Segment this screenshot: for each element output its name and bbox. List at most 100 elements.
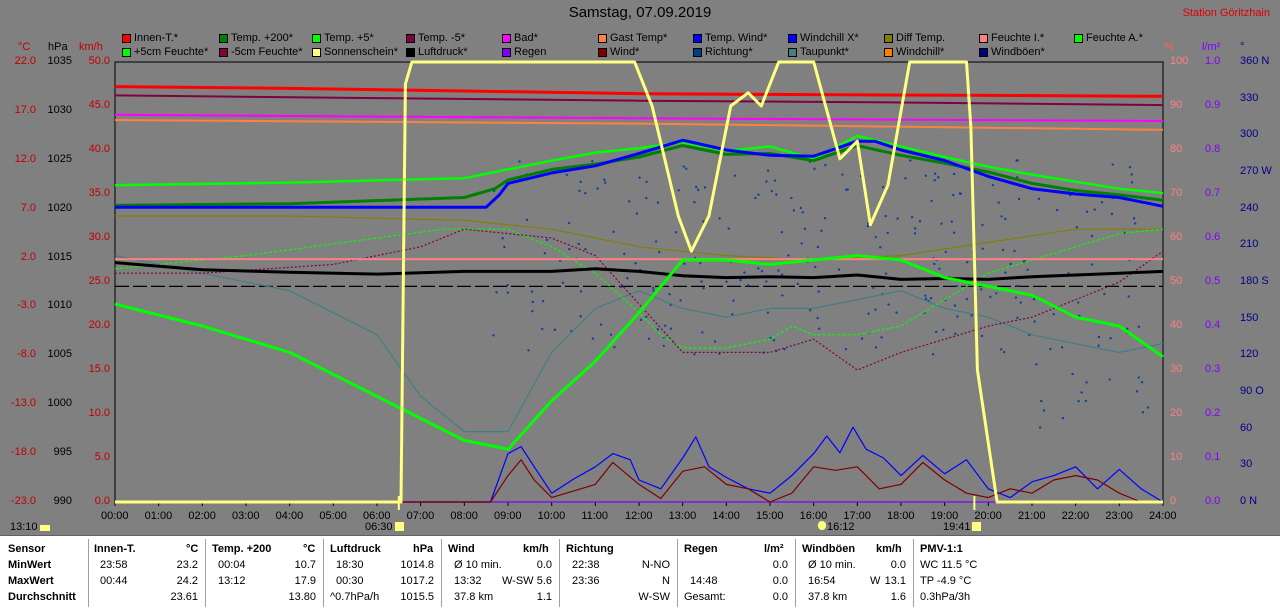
- lm2-tick-label: 0.5: [1205, 275, 1221, 287]
- direction-point: [944, 250, 948, 254]
- taskbar-time: 13:10: [10, 521, 38, 533]
- series-line-sonnenschein: [115, 60, 1163, 504]
- regen-min-val: 0.0: [772, 559, 788, 571]
- direction-point: [623, 252, 626, 256]
- sunrise-label: 06:30: [365, 521, 393, 533]
- direction-point: [765, 180, 768, 183]
- direction-point: [1013, 249, 1016, 253]
- direction-point: [1111, 163, 1114, 166]
- direction-point: [887, 303, 890, 306]
- legend-item: Wind*: [598, 46, 639, 58]
- series-line--5cm-feuchte: [114, 228, 1164, 349]
- deg-tick-label: 0 N: [1240, 495, 1258, 507]
- direction-point: [739, 278, 742, 282]
- direction-point: [656, 201, 660, 204]
- series-line-windb-en: [115, 426, 1164, 503]
- legend-swatch: [502, 47, 511, 57]
- direction-point: [530, 290, 534, 293]
- legend-item: Innen-T.*: [122, 32, 178, 44]
- direction-point: [799, 206, 803, 210]
- legend-swatch: [979, 33, 988, 43]
- direction-point: [579, 180, 582, 184]
- innen-unit: °C: [186, 543, 199, 555]
- direction-point: [823, 216, 827, 220]
- direction-point: [663, 324, 667, 327]
- luftdruck-unit: hPa: [413, 543, 434, 555]
- legend-label: Bad*: [514, 32, 538, 44]
- direction-point: [950, 220, 954, 223]
- direction-point: [816, 245, 820, 249]
- x-tick-label: 10:00: [537, 510, 566, 522]
- legend-item: Temp. +5*: [312, 32, 374, 44]
- direction-point: [884, 272, 888, 275]
- direction-point: [1097, 344, 1100, 347]
- direction-point: [942, 328, 945, 332]
- legend-label: Luftdruck*: [418, 46, 468, 58]
- direction-point: [1084, 399, 1088, 403]
- direction-point: [677, 188, 680, 192]
- hpa-tick-label: 1030: [47, 103, 72, 116]
- hpa-tick-label: 1000: [47, 397, 72, 410]
- direction-point: [991, 183, 995, 187]
- legend-swatch: [693, 47, 702, 57]
- legend-item: Windchill*: [884, 46, 944, 58]
- legend-item: Feuchte I.*: [979, 32, 1044, 44]
- lm2-tick-label: 0.9: [1205, 99, 1221, 111]
- direction-point: [1130, 181, 1134, 184]
- x-tick-label: 18:00: [887, 510, 915, 522]
- direction-point: [760, 270, 764, 273]
- direction-point: [628, 200, 631, 203]
- boeen-max-dir: W: [870, 575, 881, 587]
- direction-point: [733, 174, 737, 177]
- percent-tick-label: 90: [1170, 99, 1183, 111]
- direction-point: [757, 267, 760, 270]
- sensor-header: Sensor: [8, 543, 46, 555]
- legend-label: Windchill*: [896, 46, 945, 58]
- lm2-tick-label: 0.7: [1205, 187, 1221, 199]
- direction-point: [1128, 165, 1132, 169]
- direction-point: [693, 353, 696, 356]
- celsius-tick-label: -8.0: [17, 348, 36, 361]
- direction-point: [503, 245, 506, 249]
- percent-tick-label: 10: [1170, 451, 1183, 463]
- luftdruck-trend: ^0.7hPa/h: [330, 591, 380, 603]
- x-tick-label: 14:00: [712, 510, 740, 522]
- wind-max-time: 13:32: [454, 575, 482, 587]
- legend-item: Feuchte A.*: [1074, 32, 1143, 44]
- temp200-min-val: 10.7: [294, 559, 316, 571]
- transit-label: 16:12: [827, 521, 855, 533]
- series-line-feuchte-a: [114, 254, 1164, 451]
- legend-swatch: [406, 47, 415, 57]
- direction-point: [1016, 159, 1019, 162]
- direction-point: [1019, 301, 1022, 304]
- direction-point: [652, 289, 655, 292]
- series-line-bad: [114, 113, 1164, 122]
- direction-point: [1080, 391, 1083, 394]
- hpa-tick-label: 1025: [47, 152, 72, 165]
- legend-label: Feuchte A.*: [1086, 32, 1143, 44]
- wind-min-val: 0.0: [536, 559, 552, 571]
- kmh-tick-label: 10.0: [88, 407, 110, 419]
- direction-point: [492, 334, 495, 337]
- station-name: Station Göritzhain: [1182, 7, 1270, 19]
- direction-point: [933, 179, 936, 182]
- direction-point: [1037, 197, 1041, 201]
- direction-point: [924, 174, 927, 177]
- direction-point: [934, 330, 938, 334]
- direction-point: [1135, 390, 1139, 393]
- kmh-tick-label: 50.0: [88, 55, 110, 67]
- hpa-tick-label: 1010: [47, 299, 72, 312]
- legend-swatch: [598, 33, 607, 43]
- direction-point: [808, 309, 812, 312]
- direction-point: [1132, 217, 1136, 220]
- legend-label: Gast Temp*: [610, 32, 668, 44]
- direction-point: [1071, 372, 1074, 376]
- direction-point: [953, 304, 957, 307]
- direction-point: [584, 247, 587, 251]
- x-tick-label: 02:00: [188, 510, 216, 522]
- celsius-tick-label: -23.0: [10, 495, 36, 507]
- direction-point: [612, 230, 615, 234]
- x-tick-label: 22:00: [1061, 510, 1090, 522]
- direction-point: [757, 193, 760, 196]
- direction-point: [1004, 271, 1007, 274]
